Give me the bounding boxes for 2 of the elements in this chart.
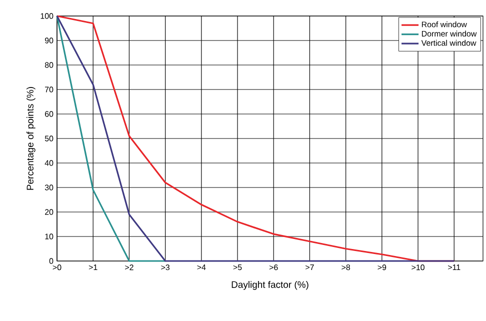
y-axis-title: Percentage of points (%) xyxy=(26,87,36,190)
x-axis-title: Daylight factor (%) xyxy=(232,280,308,290)
